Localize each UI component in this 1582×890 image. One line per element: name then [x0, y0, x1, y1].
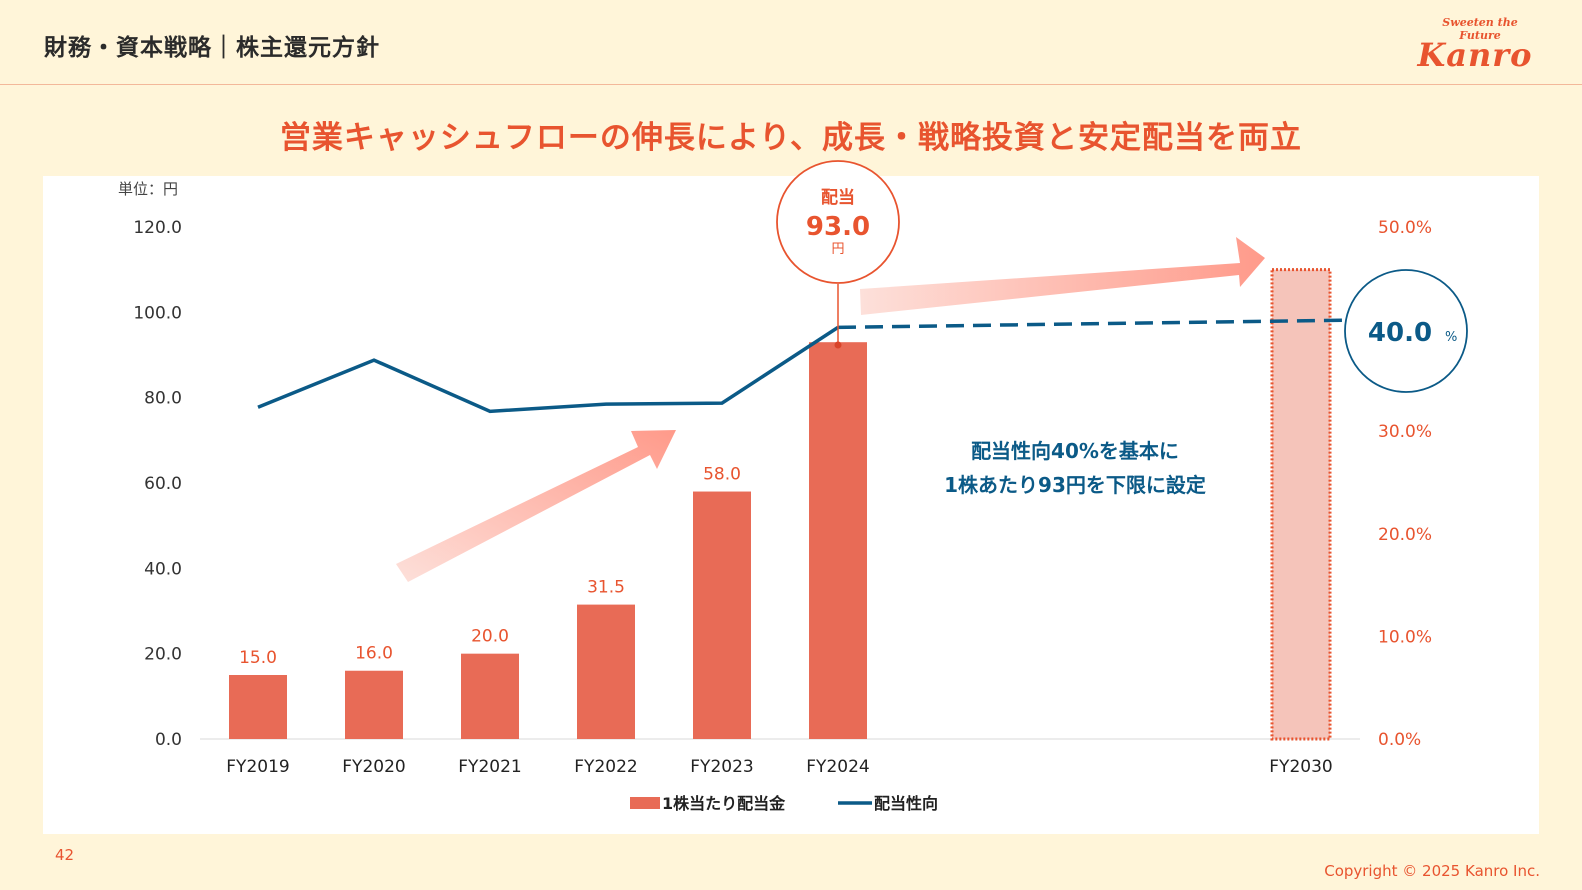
dividend-callout-unit: 円 [831, 242, 844, 257]
projected-bar-FY2030 [1270, 268, 1332, 741]
dividend-callout-label: 配当 [821, 187, 855, 208]
future-arrow-icon [860, 237, 1265, 315]
left-axis-tick: 40.0 [144, 559, 182, 579]
right-axis-tick: 0.0% [1378, 730, 1421, 750]
payout-callout-unit: % [1445, 330, 1457, 345]
page-section-title: 財務・資本戦略｜株主還元方針 [44, 35, 380, 61]
right-axis-tick: 30.0% [1378, 422, 1432, 442]
left-axis-tick: 60.0 [144, 474, 182, 494]
bar-value-label: 31.5 [587, 578, 625, 598]
payout-callout-value: 40.0 [1368, 318, 1432, 348]
left-axis-tick: 120.0 [133, 218, 182, 238]
bar-FY2024 [809, 342, 867, 739]
growth-arrow-icon [396, 430, 676, 582]
payout-ratio-line [257, 325, 839, 414]
payout-ratio-projection-line [837, 318, 1346, 330]
x-axis-tick: FY2022 [574, 757, 637, 777]
bar-value-label: 16.0 [355, 644, 393, 664]
left-axis-tick: 20.0 [144, 645, 182, 665]
legend-swatch-dividend [630, 797, 660, 809]
callout-anchor-dot [834, 341, 842, 349]
legend-label-dividend: 1株当たり配当金 [662, 794, 786, 813]
logo-tagline: Sweeten the Future [1442, 16, 1518, 42]
bar-FY2022 [577, 604, 635, 739]
left-axis-tick: 80.0 [144, 389, 182, 409]
policy-text-line: 1株あたり93円を下限に設定 [944, 473, 1206, 497]
bar-FY2020 [345, 670, 403, 739]
policy-text-line: 配当性向40%を基本に [971, 439, 1179, 463]
payout-callout-circle [1344, 269, 1468, 393]
x-axis-tick: FY2021 [458, 757, 521, 777]
bar-FY2019 [229, 675, 287, 739]
bar-value-label: 58.0 [703, 465, 741, 485]
left-axis-tick: 0.0 [155, 730, 182, 750]
x-axis-tick: FY2030 [1269, 757, 1332, 777]
bar-FY2021 [461, 653, 519, 739]
x-axis-tick: FY2019 [226, 757, 289, 777]
bar-value-label: 15.0 [239, 648, 277, 668]
right-axis-tick: 10.0% [1378, 628, 1432, 648]
right-axis-tick: 50.0% [1378, 218, 1432, 238]
x-axis-tick: FY2023 [690, 757, 753, 777]
unit-label: 単位：円 [118, 180, 178, 198]
dividend-callout-circle [776, 160, 900, 284]
legend-label-payout: 配当性向 [874, 794, 938, 813]
header-divider [0, 84, 1582, 85]
page-number: 42 [55, 846, 75, 864]
left-axis-tick: 100.0 [133, 303, 182, 323]
slide-headline: 営業キャッシュフローの伸長により、成長・戦略投資と安定配当を両立 [279, 120, 1303, 156]
bar-value-label: 20.0 [471, 627, 509, 647]
x-axis-tick: FY2024 [806, 757, 869, 777]
kanro-logo: Kanro [1417, 36, 1533, 74]
x-axis-tick: FY2020 [342, 757, 405, 777]
dividend-callout-value: 93.0 [806, 212, 870, 242]
copyright-text: Copyright © 2025 Kanro Inc. [1324, 862, 1540, 880]
bar-FY2023 [693, 491, 751, 739]
right-axis-tick: 20.0% [1378, 525, 1432, 545]
